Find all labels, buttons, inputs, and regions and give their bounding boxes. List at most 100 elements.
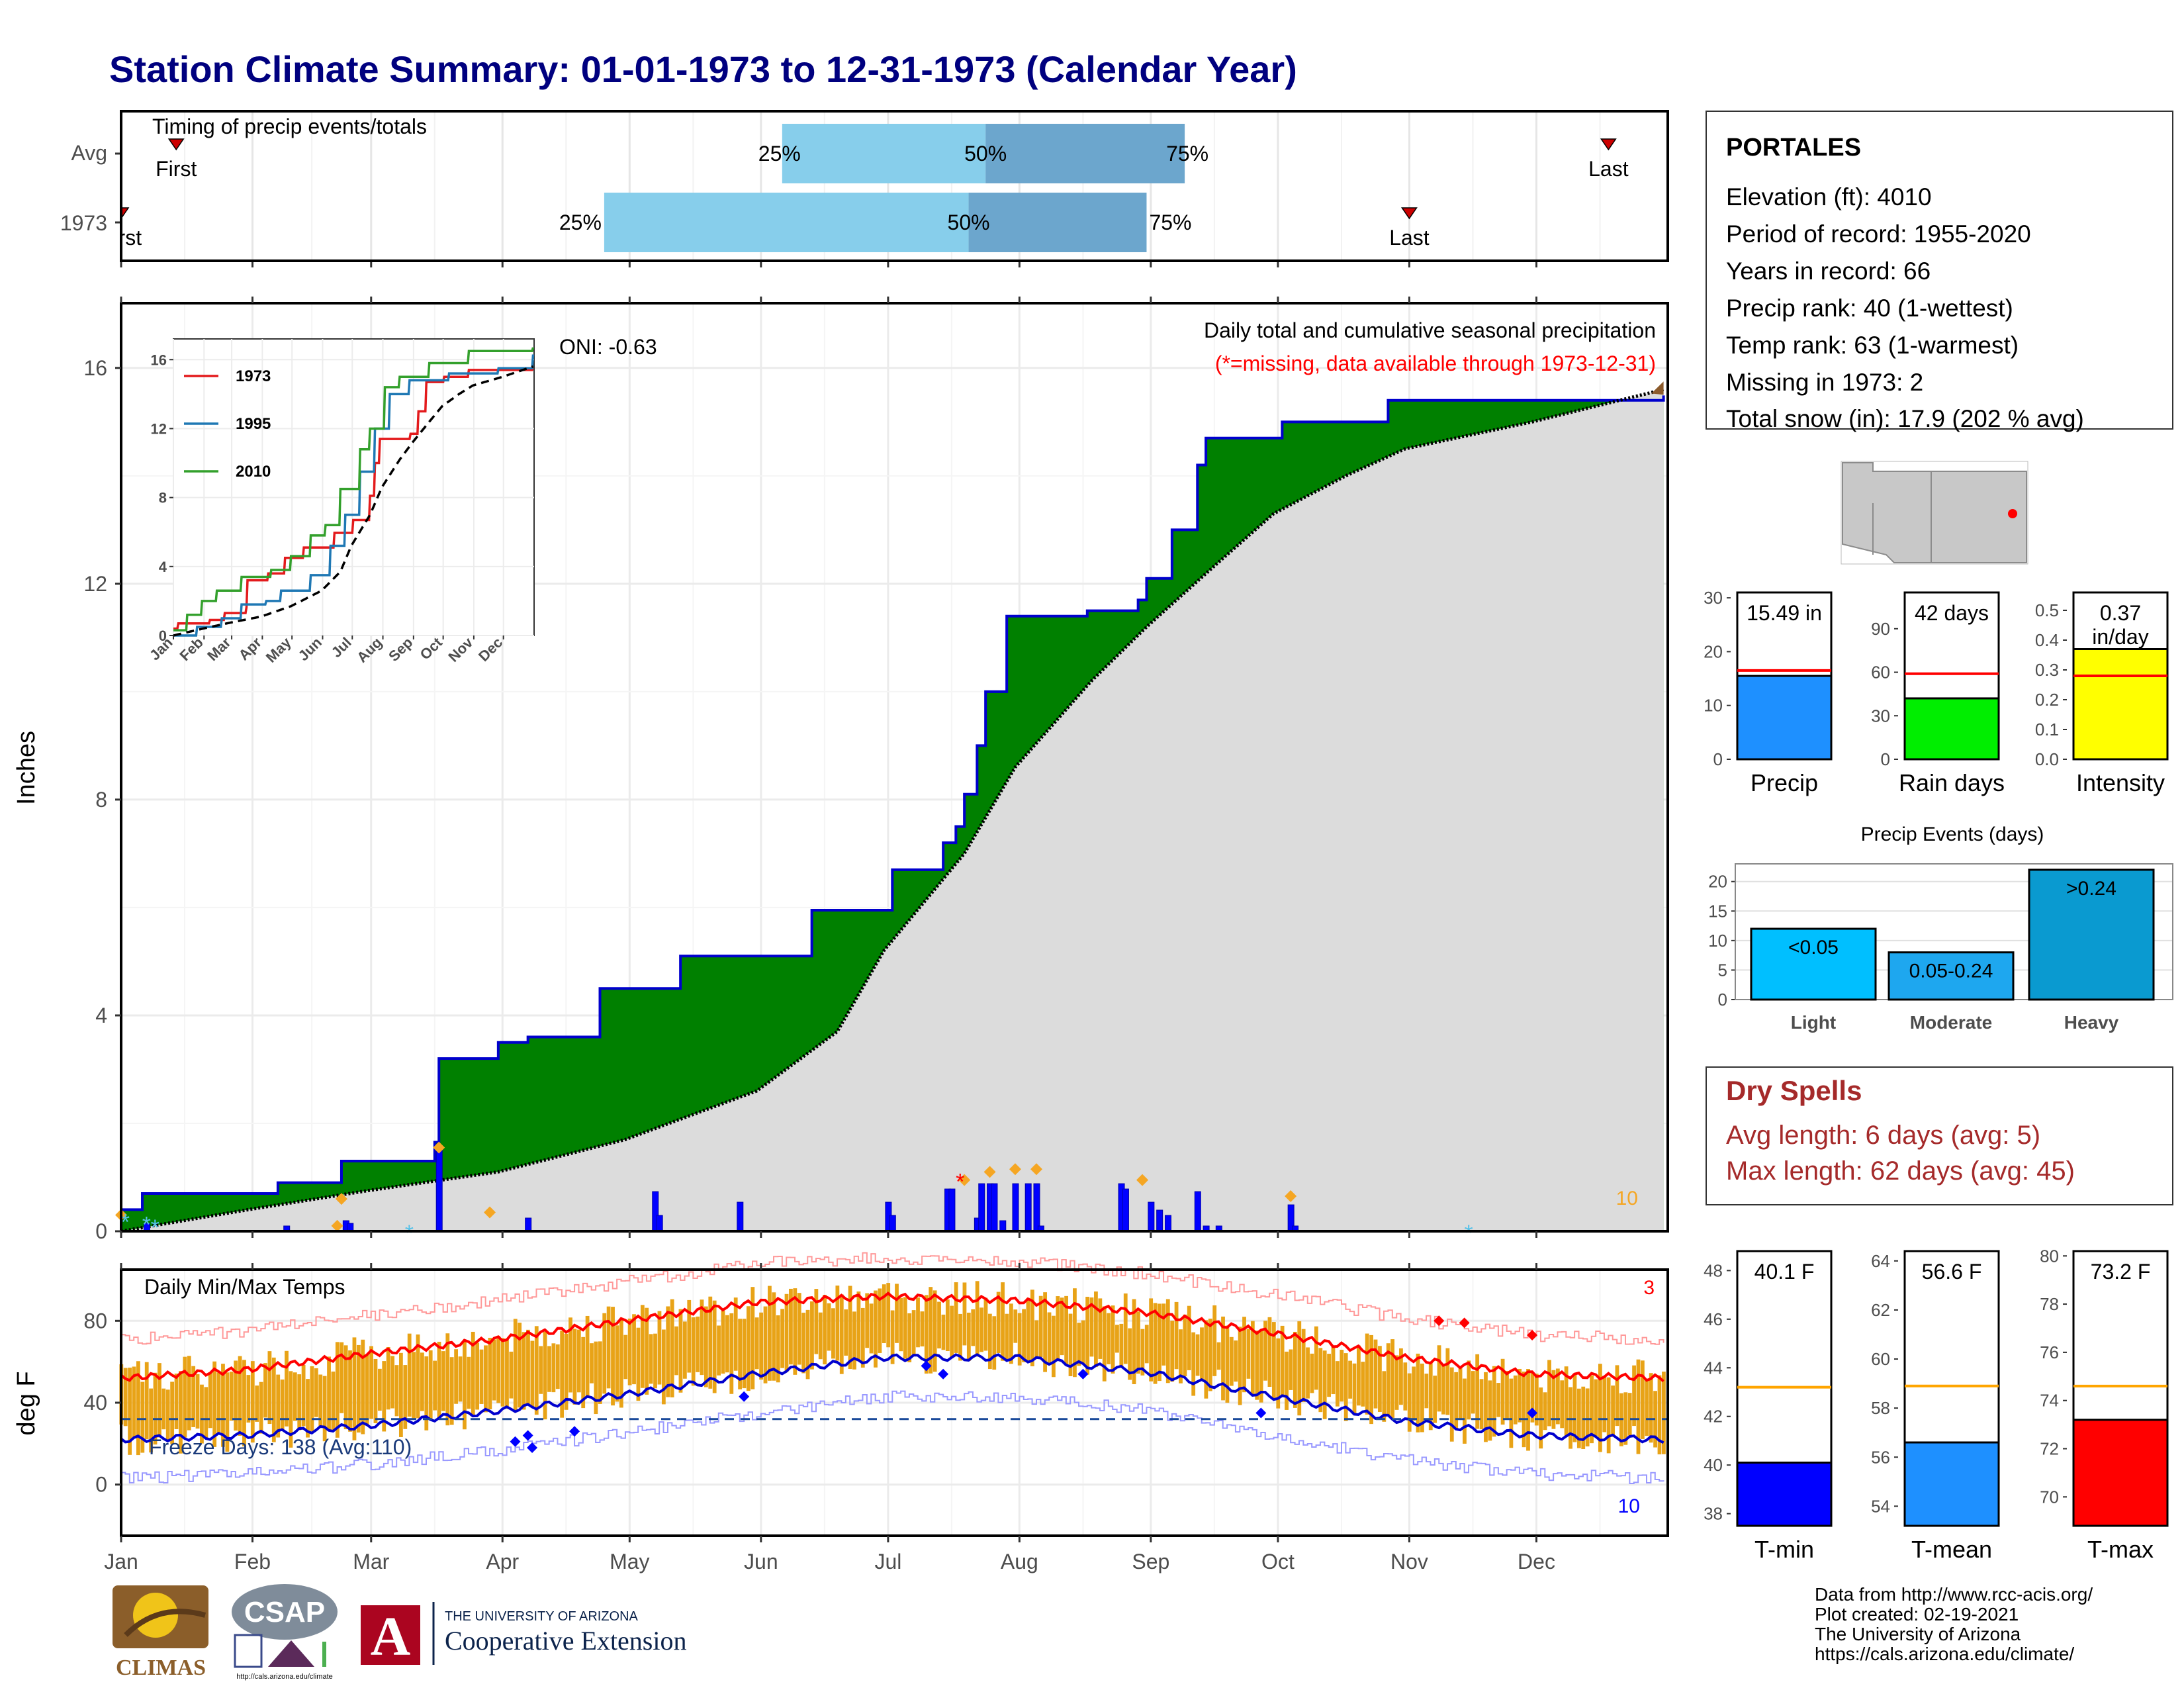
temp-day-bar xyxy=(1149,1298,1154,1382)
daily-precip-bar xyxy=(1164,1215,1171,1232)
timing-row-1973-label: 1973 xyxy=(60,211,107,235)
temp-day-bar xyxy=(343,1345,348,1430)
temp-day-bar xyxy=(594,1341,598,1415)
temp-day-bar xyxy=(1013,1309,1018,1343)
precip-frame xyxy=(120,302,1669,1233)
timing-pct-label: 25% xyxy=(559,211,602,234)
temp-day-bar xyxy=(1064,1295,1069,1366)
precip-orange-marker xyxy=(1030,1163,1042,1176)
temp-day-bar xyxy=(1153,1303,1158,1384)
temp-tick-label: 40 xyxy=(83,1391,107,1415)
temp-day-bar xyxy=(712,1300,717,1393)
temp-day-bar xyxy=(555,1344,560,1389)
snow-marker: * xyxy=(142,1213,151,1238)
summary-value-bar xyxy=(1903,1441,2000,1527)
precip-y-ticks: 0 4 8 12 16 xyxy=(83,297,1538,1243)
snow-marker: * xyxy=(121,1210,130,1235)
temp-day-bar xyxy=(835,1286,840,1361)
temp-day-bar xyxy=(645,1307,649,1395)
temp-day-bar xyxy=(212,1361,217,1447)
temp-day-bar xyxy=(1475,1354,1480,1429)
station-line-temp-rank: Temp rank: 63 (1-warmest) xyxy=(1726,332,2019,359)
temp-day-bar xyxy=(1449,1367,1454,1442)
temp-day-bar xyxy=(340,1342,344,1413)
temp-day-bar xyxy=(1183,1314,1187,1377)
temp-day-bar xyxy=(484,1345,488,1413)
summary-tick-label: 70 xyxy=(2040,1487,2059,1507)
temp-panel: 0 40 80 deg F Daily Min/Max Temps 3 10 Fre… xyxy=(13,1252,1669,1573)
events-category-label: Moderate xyxy=(1910,1012,1992,1033)
temp-day-bar xyxy=(754,1317,759,1370)
temp-day-bar xyxy=(1246,1329,1251,1379)
temp-day-bar xyxy=(144,1362,149,1440)
temp-day-bar xyxy=(801,1313,806,1374)
station-line-missing: Missing in 1973: 2 xyxy=(1726,369,1923,396)
temp-day-bar xyxy=(704,1306,708,1387)
temp-day-bar xyxy=(539,1346,543,1394)
precip-orange-marker xyxy=(1136,1174,1149,1186)
temp-day-bar xyxy=(128,1368,132,1455)
temp-day-bar xyxy=(1331,1345,1336,1395)
temp-day-bar xyxy=(1068,1313,1073,1376)
temp-day-bar xyxy=(1576,1388,1581,1448)
temp-day-bar xyxy=(1098,1298,1103,1359)
temp-day-bar xyxy=(377,1368,382,1411)
temp-day-bar xyxy=(518,1323,522,1408)
temp-day-bar xyxy=(424,1356,429,1430)
temp-day-bar xyxy=(581,1336,586,1409)
temp-day-bar xyxy=(365,1354,369,1425)
temp-day-bar xyxy=(1454,1372,1459,1429)
temp-day-bar xyxy=(691,1317,696,1386)
temp-day-bar xyxy=(1471,1371,1475,1414)
temp-day-bar xyxy=(576,1329,581,1393)
temp-day-bar xyxy=(301,1364,306,1427)
temp-day-bar xyxy=(1195,1334,1200,1376)
temp-day-bar xyxy=(1119,1323,1124,1367)
temp-day-bar xyxy=(772,1292,776,1381)
temp-day-bar xyxy=(1378,1346,1382,1413)
station-name: PORTALES xyxy=(1726,134,1861,162)
temp-day-bar xyxy=(1458,1367,1463,1419)
temp-day-bar xyxy=(1539,1387,1543,1449)
temp-day-bar xyxy=(1394,1355,1399,1410)
temp-day-bar xyxy=(458,1356,463,1402)
temp-day-bar xyxy=(627,1318,632,1385)
temp-day-bar xyxy=(1505,1371,1509,1420)
record-high-marker xyxy=(1527,1329,1538,1340)
temp-day-bar xyxy=(280,1379,285,1431)
temp-day-bar xyxy=(1174,1301,1179,1370)
temp-day-bar xyxy=(725,1315,729,1373)
record-low-marker xyxy=(739,1391,750,1402)
temp-day-bar xyxy=(208,1372,212,1429)
temp-day-bar xyxy=(1526,1369,1530,1451)
month-label: Jul xyxy=(874,1550,901,1573)
precip-orange-marker xyxy=(331,1219,343,1232)
temp-day-bar xyxy=(1433,1376,1437,1423)
summary-axis-label: T-min xyxy=(1754,1536,1814,1563)
precip-orange-marker xyxy=(335,1193,347,1205)
temp-day-bar xyxy=(742,1319,747,1389)
temp-day-bar xyxy=(1424,1374,1429,1409)
precip-tick-label: 12 xyxy=(83,572,107,596)
temp-day-bar xyxy=(564,1333,569,1410)
footer-line-4: https://cals.arizona.edu/climate/ xyxy=(1815,1644,2074,1664)
csap-logo-url: http://cals.arizona.edu/climate xyxy=(236,1673,333,1681)
summary-axis-label: T-mean xyxy=(1911,1536,1992,1563)
temp-day-bar xyxy=(687,1299,692,1373)
record-low-marker xyxy=(1077,1368,1089,1380)
climas-logo-swoosh xyxy=(124,1609,206,1637)
daily-precip-bar xyxy=(1033,1183,1040,1232)
dry-spells-frame xyxy=(1706,1066,2173,1205)
temp-day-bar xyxy=(852,1311,856,1370)
summary-tick-label: 42 xyxy=(1704,1407,1723,1427)
temp-day-bar xyxy=(1107,1313,1111,1364)
temp-day-bar xyxy=(1102,1306,1107,1382)
summary-tick-label: 44 xyxy=(1704,1358,1723,1378)
precip-tick-label: 16 xyxy=(83,356,107,380)
precip-events-chart: Precip Events (days) 0 5 10 15 20 <0.05 Light 0… xyxy=(1708,823,2173,1033)
summary-value-label: 0.37 xyxy=(2100,601,2141,625)
temp-day-bar xyxy=(285,1350,289,1427)
temp-day-bar xyxy=(1255,1331,1259,1400)
temp-y-label: deg F xyxy=(13,1371,40,1435)
temp-day-bar xyxy=(1144,1325,1149,1364)
